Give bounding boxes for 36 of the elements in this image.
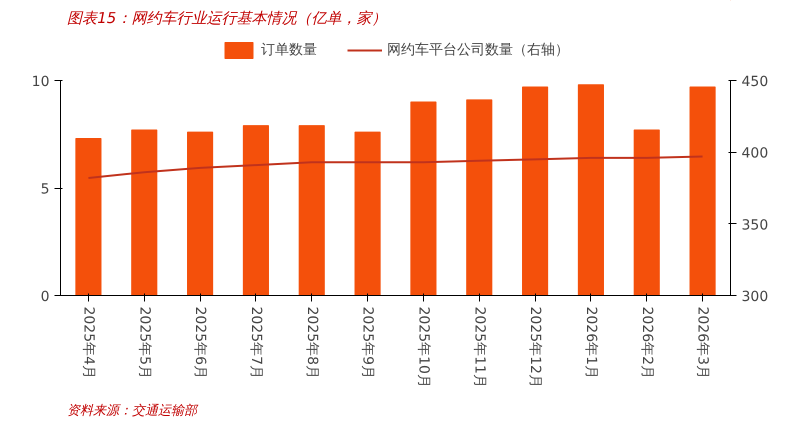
x-tick-label: 2025年10月 xyxy=(415,306,432,388)
bar xyxy=(522,86,548,296)
y2-tick-label: 300 xyxy=(742,289,768,305)
x-tick-label: 2025年12月 xyxy=(527,306,544,388)
bar xyxy=(187,132,214,296)
x-tick-label: 2025年5月 xyxy=(136,306,152,380)
bar xyxy=(354,132,381,296)
legend-label: 订单数量 xyxy=(261,41,317,59)
line-series xyxy=(87,155,704,179)
y-tick-label: 5 xyxy=(40,182,50,198)
y-tick-label: 0 xyxy=(40,289,50,305)
x-tick-label: 2025年11月 xyxy=(471,306,488,388)
legend-label: 网约车平台公司数量（右轴） xyxy=(387,41,569,59)
bar xyxy=(410,102,436,296)
bar xyxy=(578,84,604,296)
y2-tick-label: 400 xyxy=(742,146,768,162)
x-tick-label: 2025年4月 xyxy=(80,306,96,380)
y2-tick-label: 350 xyxy=(742,217,768,234)
x-tick-label: 2025年7月 xyxy=(248,306,264,380)
bar xyxy=(298,125,325,296)
text: 资料来源：交通运输部 xyxy=(67,402,200,418)
x-tick-label: 2025年6月 xyxy=(192,306,208,380)
bar xyxy=(131,129,158,296)
x-tick-label: 2025年9月 xyxy=(360,306,376,380)
bar xyxy=(634,129,660,296)
y2-tick-label: 450 xyxy=(742,74,768,90)
x-tick-label: 2026年1月 xyxy=(582,306,599,380)
x-tick-label: 2026年2月 xyxy=(638,306,655,380)
bar xyxy=(466,99,492,296)
bar xyxy=(75,138,102,296)
x-tick-label: 2025年8月 xyxy=(304,306,320,380)
bar xyxy=(690,86,716,296)
bar xyxy=(242,125,269,296)
y-tick-label: 10 xyxy=(32,74,50,90)
chart-title: 图表15：网约车行业运行基本情况（亿单，家） xyxy=(67,9,386,28)
x-tick-label: 2026年3月 xyxy=(694,306,711,380)
